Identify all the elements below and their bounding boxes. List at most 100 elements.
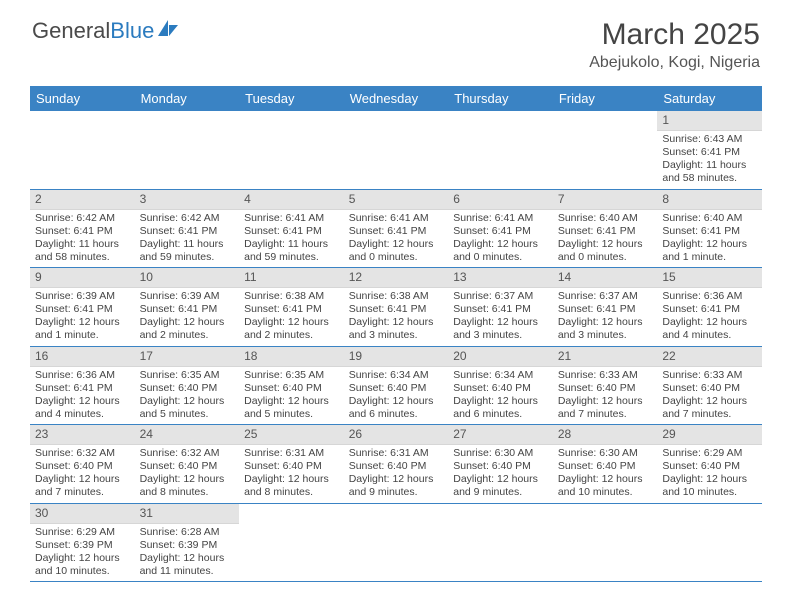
weekday-header: Wednesday <box>344 86 449 111</box>
daylight-text: Daylight: 12 hours and 8 minutes. <box>244 473 339 499</box>
calendar-cell <box>657 503 762 582</box>
calendar-cell: 3Sunrise: 6:42 AMSunset: 6:41 PMDaylight… <box>135 189 240 268</box>
day-details: Sunrise: 6:31 AMSunset: 6:40 PMDaylight:… <box>344 445 449 503</box>
daylight-text: Daylight: 11 hours and 58 minutes. <box>35 238 130 264</box>
sunrise-text: Sunrise: 6:39 AM <box>35 290 130 303</box>
sunset-text: Sunset: 6:40 PM <box>558 382 653 395</box>
sunrise-text: Sunrise: 6:38 AM <box>244 290 339 303</box>
daylight-text: Daylight: 12 hours and 0 minutes. <box>349 238 444 264</box>
sunset-text: Sunset: 6:41 PM <box>349 225 444 238</box>
day-details: Sunrise: 6:32 AMSunset: 6:40 PMDaylight:… <box>30 445 135 503</box>
daylight-text: Daylight: 12 hours and 8 minutes. <box>140 473 235 499</box>
sunset-text: Sunset: 6:41 PM <box>35 225 130 238</box>
daylight-text: Daylight: 12 hours and 6 minutes. <box>453 395 548 421</box>
calendar-cell: 16Sunrise: 6:36 AMSunset: 6:41 PMDayligh… <box>30 346 135 425</box>
calendar-cell: 15Sunrise: 6:36 AMSunset: 6:41 PMDayligh… <box>657 268 762 347</box>
calendar-cell: 25Sunrise: 6:31 AMSunset: 6:40 PMDayligh… <box>239 425 344 504</box>
day-number: 24 <box>135 425 240 445</box>
logo: GeneralBlue <box>32 18 180 44</box>
calendar-row: 30Sunrise: 6:29 AMSunset: 6:39 PMDayligh… <box>30 503 762 582</box>
day-details: Sunrise: 6:42 AMSunset: 6:41 PMDaylight:… <box>135 210 240 268</box>
calendar-cell <box>135 111 240 189</box>
day-details: Sunrise: 6:41 AMSunset: 6:41 PMDaylight:… <box>239 210 344 268</box>
sunset-text: Sunset: 6:41 PM <box>662 146 757 159</box>
calendar-cell: 6Sunrise: 6:41 AMSunset: 6:41 PMDaylight… <box>448 189 553 268</box>
calendar-cell: 7Sunrise: 6:40 AMSunset: 6:41 PMDaylight… <box>553 189 658 268</box>
calendar-row: 9Sunrise: 6:39 AMSunset: 6:41 PMDaylight… <box>30 268 762 347</box>
calendar-cell <box>30 111 135 189</box>
day-number: 25 <box>239 425 344 445</box>
calendar-row: 2Sunrise: 6:42 AMSunset: 6:41 PMDaylight… <box>30 189 762 268</box>
header: GeneralBlue March 2025 Abejukolo, Kogi, … <box>0 0 792 78</box>
day-number: 9 <box>30 268 135 288</box>
day-details: Sunrise: 6:38 AMSunset: 6:41 PMDaylight:… <box>344 288 449 346</box>
weekday-header-row: SundayMondayTuesdayWednesdayThursdayFrid… <box>30 86 762 111</box>
calendar-cell: 13Sunrise: 6:37 AMSunset: 6:41 PMDayligh… <box>448 268 553 347</box>
sunset-text: Sunset: 6:40 PM <box>349 382 444 395</box>
logo-text-general: General <box>32 18 110 44</box>
daylight-text: Daylight: 12 hours and 5 minutes. <box>140 395 235 421</box>
day-details: Sunrise: 6:40 AMSunset: 6:41 PMDaylight:… <box>657 210 762 268</box>
sunset-text: Sunset: 6:41 PM <box>662 225 757 238</box>
sunset-text: Sunset: 6:40 PM <box>453 460 548 473</box>
day-number: 13 <box>448 268 553 288</box>
day-details: Sunrise: 6:29 AMSunset: 6:40 PMDaylight:… <box>657 445 762 503</box>
calendar-cell <box>239 503 344 582</box>
daylight-text: Daylight: 12 hours and 4 minutes. <box>662 316 757 342</box>
day-number: 7 <box>553 190 658 210</box>
sail-icon <box>156 18 180 44</box>
sunset-text: Sunset: 6:41 PM <box>349 303 444 316</box>
day-details: Sunrise: 6:30 AMSunset: 6:40 PMDaylight:… <box>448 445 553 503</box>
day-details: Sunrise: 6:36 AMSunset: 6:41 PMDaylight:… <box>30 367 135 425</box>
calendar-cell: 27Sunrise: 6:30 AMSunset: 6:40 PMDayligh… <box>448 425 553 504</box>
calendar-cell: 10Sunrise: 6:39 AMSunset: 6:41 PMDayligh… <box>135 268 240 347</box>
day-number: 29 <box>657 425 762 445</box>
day-number: 15 <box>657 268 762 288</box>
daylight-text: Daylight: 12 hours and 10 minutes. <box>662 473 757 499</box>
calendar-cell: 17Sunrise: 6:35 AMSunset: 6:40 PMDayligh… <box>135 346 240 425</box>
sunrise-text: Sunrise: 6:30 AM <box>453 447 548 460</box>
sunrise-text: Sunrise: 6:35 AM <box>140 369 235 382</box>
day-number: 1 <box>657 111 762 131</box>
day-number: 26 <box>344 425 449 445</box>
calendar-cell: 12Sunrise: 6:38 AMSunset: 6:41 PMDayligh… <box>344 268 449 347</box>
calendar-row: 1Sunrise: 6:43 AMSunset: 6:41 PMDaylight… <box>30 111 762 189</box>
calendar-cell <box>448 111 553 189</box>
sunrise-text: Sunrise: 6:41 AM <box>453 212 548 225</box>
sunrise-text: Sunrise: 6:41 AM <box>349 212 444 225</box>
calendar-cell: 23Sunrise: 6:32 AMSunset: 6:40 PMDayligh… <box>30 425 135 504</box>
calendar-cell: 9Sunrise: 6:39 AMSunset: 6:41 PMDaylight… <box>30 268 135 347</box>
sunrise-text: Sunrise: 6:38 AM <box>349 290 444 303</box>
sunset-text: Sunset: 6:41 PM <box>35 382 130 395</box>
weekday-header: Saturday <box>657 86 762 111</box>
day-number: 28 <box>553 425 658 445</box>
calendar-cell: 11Sunrise: 6:38 AMSunset: 6:41 PMDayligh… <box>239 268 344 347</box>
sunrise-text: Sunrise: 6:40 AM <box>558 212 653 225</box>
calendar-cell <box>239 111 344 189</box>
sunset-text: Sunset: 6:41 PM <box>244 225 339 238</box>
day-details: Sunrise: 6:41 AMSunset: 6:41 PMDaylight:… <box>344 210 449 268</box>
daylight-text: Daylight: 12 hours and 10 minutes. <box>558 473 653 499</box>
daylight-text: Daylight: 12 hours and 3 minutes. <box>349 316 444 342</box>
logo-text-blue: Blue <box>110 18 154 44</box>
sunrise-text: Sunrise: 6:33 AM <box>662 369 757 382</box>
sunset-text: Sunset: 6:41 PM <box>662 303 757 316</box>
sunrise-text: Sunrise: 6:30 AM <box>558 447 653 460</box>
sunset-text: Sunset: 6:41 PM <box>140 225 235 238</box>
sunset-text: Sunset: 6:39 PM <box>140 539 235 552</box>
sunset-text: Sunset: 6:40 PM <box>244 382 339 395</box>
daylight-text: Daylight: 11 hours and 59 minutes. <box>140 238 235 264</box>
sunset-text: Sunset: 6:39 PM <box>35 539 130 552</box>
sunrise-text: Sunrise: 6:42 AM <box>35 212 130 225</box>
sunrise-text: Sunrise: 6:32 AM <box>140 447 235 460</box>
day-number: 11 <box>239 268 344 288</box>
daylight-text: Daylight: 12 hours and 4 minutes. <box>35 395 130 421</box>
sunset-text: Sunset: 6:41 PM <box>453 303 548 316</box>
daylight-text: Daylight: 12 hours and 5 minutes. <box>244 395 339 421</box>
daylight-text: Daylight: 12 hours and 2 minutes. <box>140 316 235 342</box>
calendar-cell: 2Sunrise: 6:42 AMSunset: 6:41 PMDaylight… <box>30 189 135 268</box>
daylight-text: Daylight: 12 hours and 9 minutes. <box>349 473 444 499</box>
calendar-cell: 8Sunrise: 6:40 AMSunset: 6:41 PMDaylight… <box>657 189 762 268</box>
day-details: Sunrise: 6:34 AMSunset: 6:40 PMDaylight:… <box>448 367 553 425</box>
day-details: Sunrise: 6:31 AMSunset: 6:40 PMDaylight:… <box>239 445 344 503</box>
